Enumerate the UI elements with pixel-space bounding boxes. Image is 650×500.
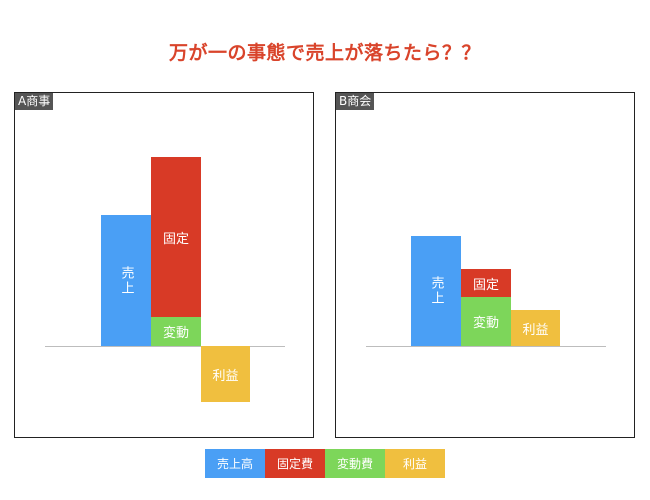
legend-label-profit: 利益 <box>402 457 427 471</box>
legend-item-fixed: 固定費 <box>265 449 325 478</box>
legend-item-profit: 利益 <box>385 449 445 478</box>
legend: 売上高 固定費 変動費 利益 <box>205 449 445 478</box>
legend-label-variable: 変動費 <box>336 457 373 471</box>
panel-b-baseline <box>366 346 606 347</box>
panel-a-fixed-label: 固定 <box>162 231 189 247</box>
panel-a-profit-bar: 利益 <box>201 346 250 402</box>
panel-a-fixed-bar: 固定 <box>151 157 201 317</box>
panel-b-profit-bar: 利益 <box>511 310 560 346</box>
panel-b-fixed-label: 固定 <box>472 277 499 293</box>
panel-a-profit-label: 利益 <box>212 368 239 384</box>
panel-b-sales-label: 売上 <box>428 276 444 306</box>
panel-a-variable-label: 変動 <box>162 326 189 341</box>
panel-b-shokai: B商会 売上 固定 変動 利益 <box>335 92 635 438</box>
panel-b-profit-label: 利益 <box>522 322 549 338</box>
panel-a-baseline <box>45 346 285 347</box>
panel-a-sales-bar: 売上 <box>101 215 151 346</box>
panel-a-sales-label: 売上 <box>118 265 134 296</box>
panel-b-variable-bar: 変動 <box>461 297 511 346</box>
page-title: 万が一の事態で売上が落ちたら？？ <box>168 42 481 64</box>
panel-b-fixed-bar: 固定 <box>461 269 511 297</box>
panel-a-shoji: A商事 売上 固定 変動 利益 <box>14 92 314 438</box>
legend-item-sales: 売上高 <box>205 449 265 478</box>
panel-b-label: B商会 <box>336 93 375 110</box>
legend-label-sales: 売上高 <box>216 457 253 471</box>
legend-label-fixed: 固定費 <box>276 457 313 471</box>
panel-a-label: A商事 <box>15 93 54 110</box>
panel-b-sales-bar: 売上 <box>411 236 461 346</box>
panel-b-variable-label: 変動 <box>472 316 499 331</box>
panel-a-variable-bar: 変動 <box>151 317 201 346</box>
legend-item-variable: 変動費 <box>325 449 385 478</box>
